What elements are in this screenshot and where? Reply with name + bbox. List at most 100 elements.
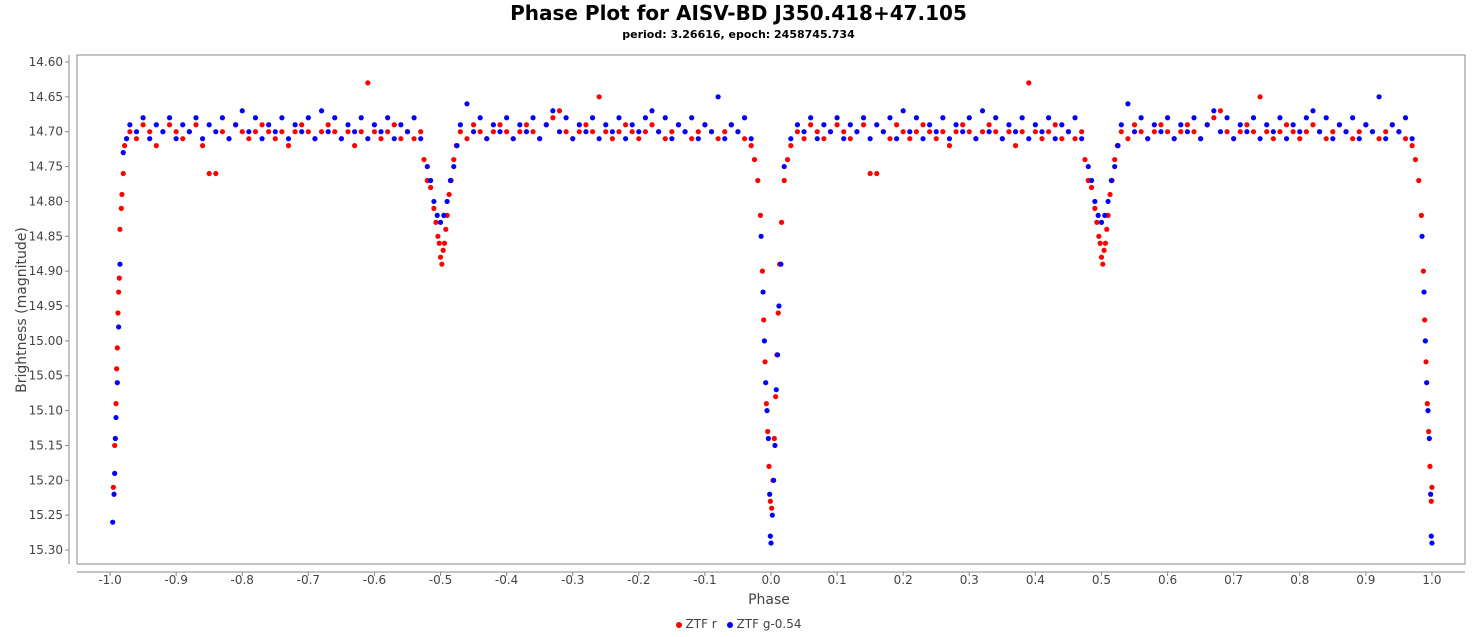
data-point [530, 115, 536, 121]
data-point [808, 115, 814, 121]
data-point [642, 129, 649, 135]
data-point [272, 129, 278, 135]
data-point [206, 122, 212, 128]
data-point [1178, 122, 1184, 128]
data-point [556, 129, 563, 135]
data-point [874, 122, 880, 128]
data-point [186, 129, 192, 135]
data-point [111, 491, 117, 497]
data-point [609, 136, 615, 142]
data-point [1290, 122, 1296, 128]
data-point [338, 136, 344, 142]
y-tick-label: 14.95 [29, 299, 63, 313]
data-point [993, 115, 999, 121]
data-point [1330, 136, 1336, 142]
data-point [1336, 122, 1343, 128]
data-point [735, 129, 741, 135]
y-tick-label: 14.60 [29, 55, 63, 69]
data-point [768, 540, 774, 546]
data-point [636, 136, 642, 142]
x-axis-label: Phase [748, 592, 790, 608]
data-points [110, 80, 1435, 546]
data-point [114, 345, 120, 351]
y-tick-label: 15.05 [29, 369, 63, 383]
data-point [576, 122, 582, 128]
data-point [226, 136, 232, 142]
data-point [907, 136, 913, 142]
data-point [776, 303, 782, 309]
data-point [728, 122, 734, 128]
data-point [1297, 136, 1303, 142]
data-point [893, 136, 900, 142]
data-point [999, 136, 1005, 142]
data-point [239, 129, 245, 135]
data-point [695, 129, 701, 135]
data-point [794, 122, 801, 128]
data-point [1006, 122, 1012, 128]
data-point [1039, 129, 1045, 135]
data-point [219, 115, 226, 121]
data-point [1101, 247, 1107, 253]
data-point [543, 122, 549, 128]
chart-title: Phase Plot for AISV-BD J350.418+47.105 [510, 1, 967, 25]
legend-marker-blue [726, 621, 733, 628]
data-point [173, 136, 179, 142]
data-point [133, 129, 140, 135]
data-point [622, 136, 629, 142]
data-point [603, 129, 609, 135]
data-point [1350, 115, 1356, 121]
data-point [662, 115, 668, 121]
x-tick-label: 0.3 [960, 573, 979, 587]
data-point [662, 136, 668, 142]
data-point [1330, 129, 1336, 135]
data-point [1422, 317, 1428, 323]
data-point [219, 129, 226, 135]
data-point [378, 136, 384, 142]
data-point [1012, 143, 1019, 149]
data-point [946, 143, 953, 149]
data-point [166, 115, 173, 121]
data-point [695, 136, 701, 142]
data-point [767, 498, 773, 504]
data-point [110, 519, 116, 525]
data-point [1191, 129, 1197, 135]
series-1 [110, 94, 1435, 546]
data-point [656, 129, 662, 135]
data-point [112, 442, 118, 449]
data-point [1426, 428, 1432, 435]
data-point [827, 129, 834, 135]
data-point [1006, 129, 1012, 135]
data-point [751, 156, 758, 163]
data-point [860, 122, 867, 128]
data-point [180, 136, 186, 142]
data-point [398, 122, 404, 128]
data-point [1297, 129, 1303, 135]
data-point [1102, 212, 1108, 218]
data-point [913, 129, 920, 135]
data-point [1108, 177, 1114, 184]
data-point [1316, 129, 1323, 135]
data-point [110, 484, 116, 490]
data-point [940, 129, 946, 135]
data-point [1427, 463, 1433, 469]
data-point [435, 233, 441, 239]
data-point [325, 122, 331, 128]
data-point [292, 122, 298, 128]
data-point [1264, 122, 1270, 128]
data-point [299, 122, 305, 128]
data-point [887, 136, 893, 142]
x-tick-label: -0.4 [495, 573, 518, 587]
data-point [358, 115, 364, 121]
data-point [114, 380, 120, 386]
data-point [153, 143, 159, 149]
data-point [1350, 136, 1356, 142]
data-point [428, 184, 434, 191]
data-point [1097, 240, 1103, 246]
data-point [708, 129, 715, 135]
data-point [133, 136, 140, 142]
data-point [589, 129, 596, 135]
data-point [1356, 136, 1362, 142]
data-point [437, 219, 444, 225]
